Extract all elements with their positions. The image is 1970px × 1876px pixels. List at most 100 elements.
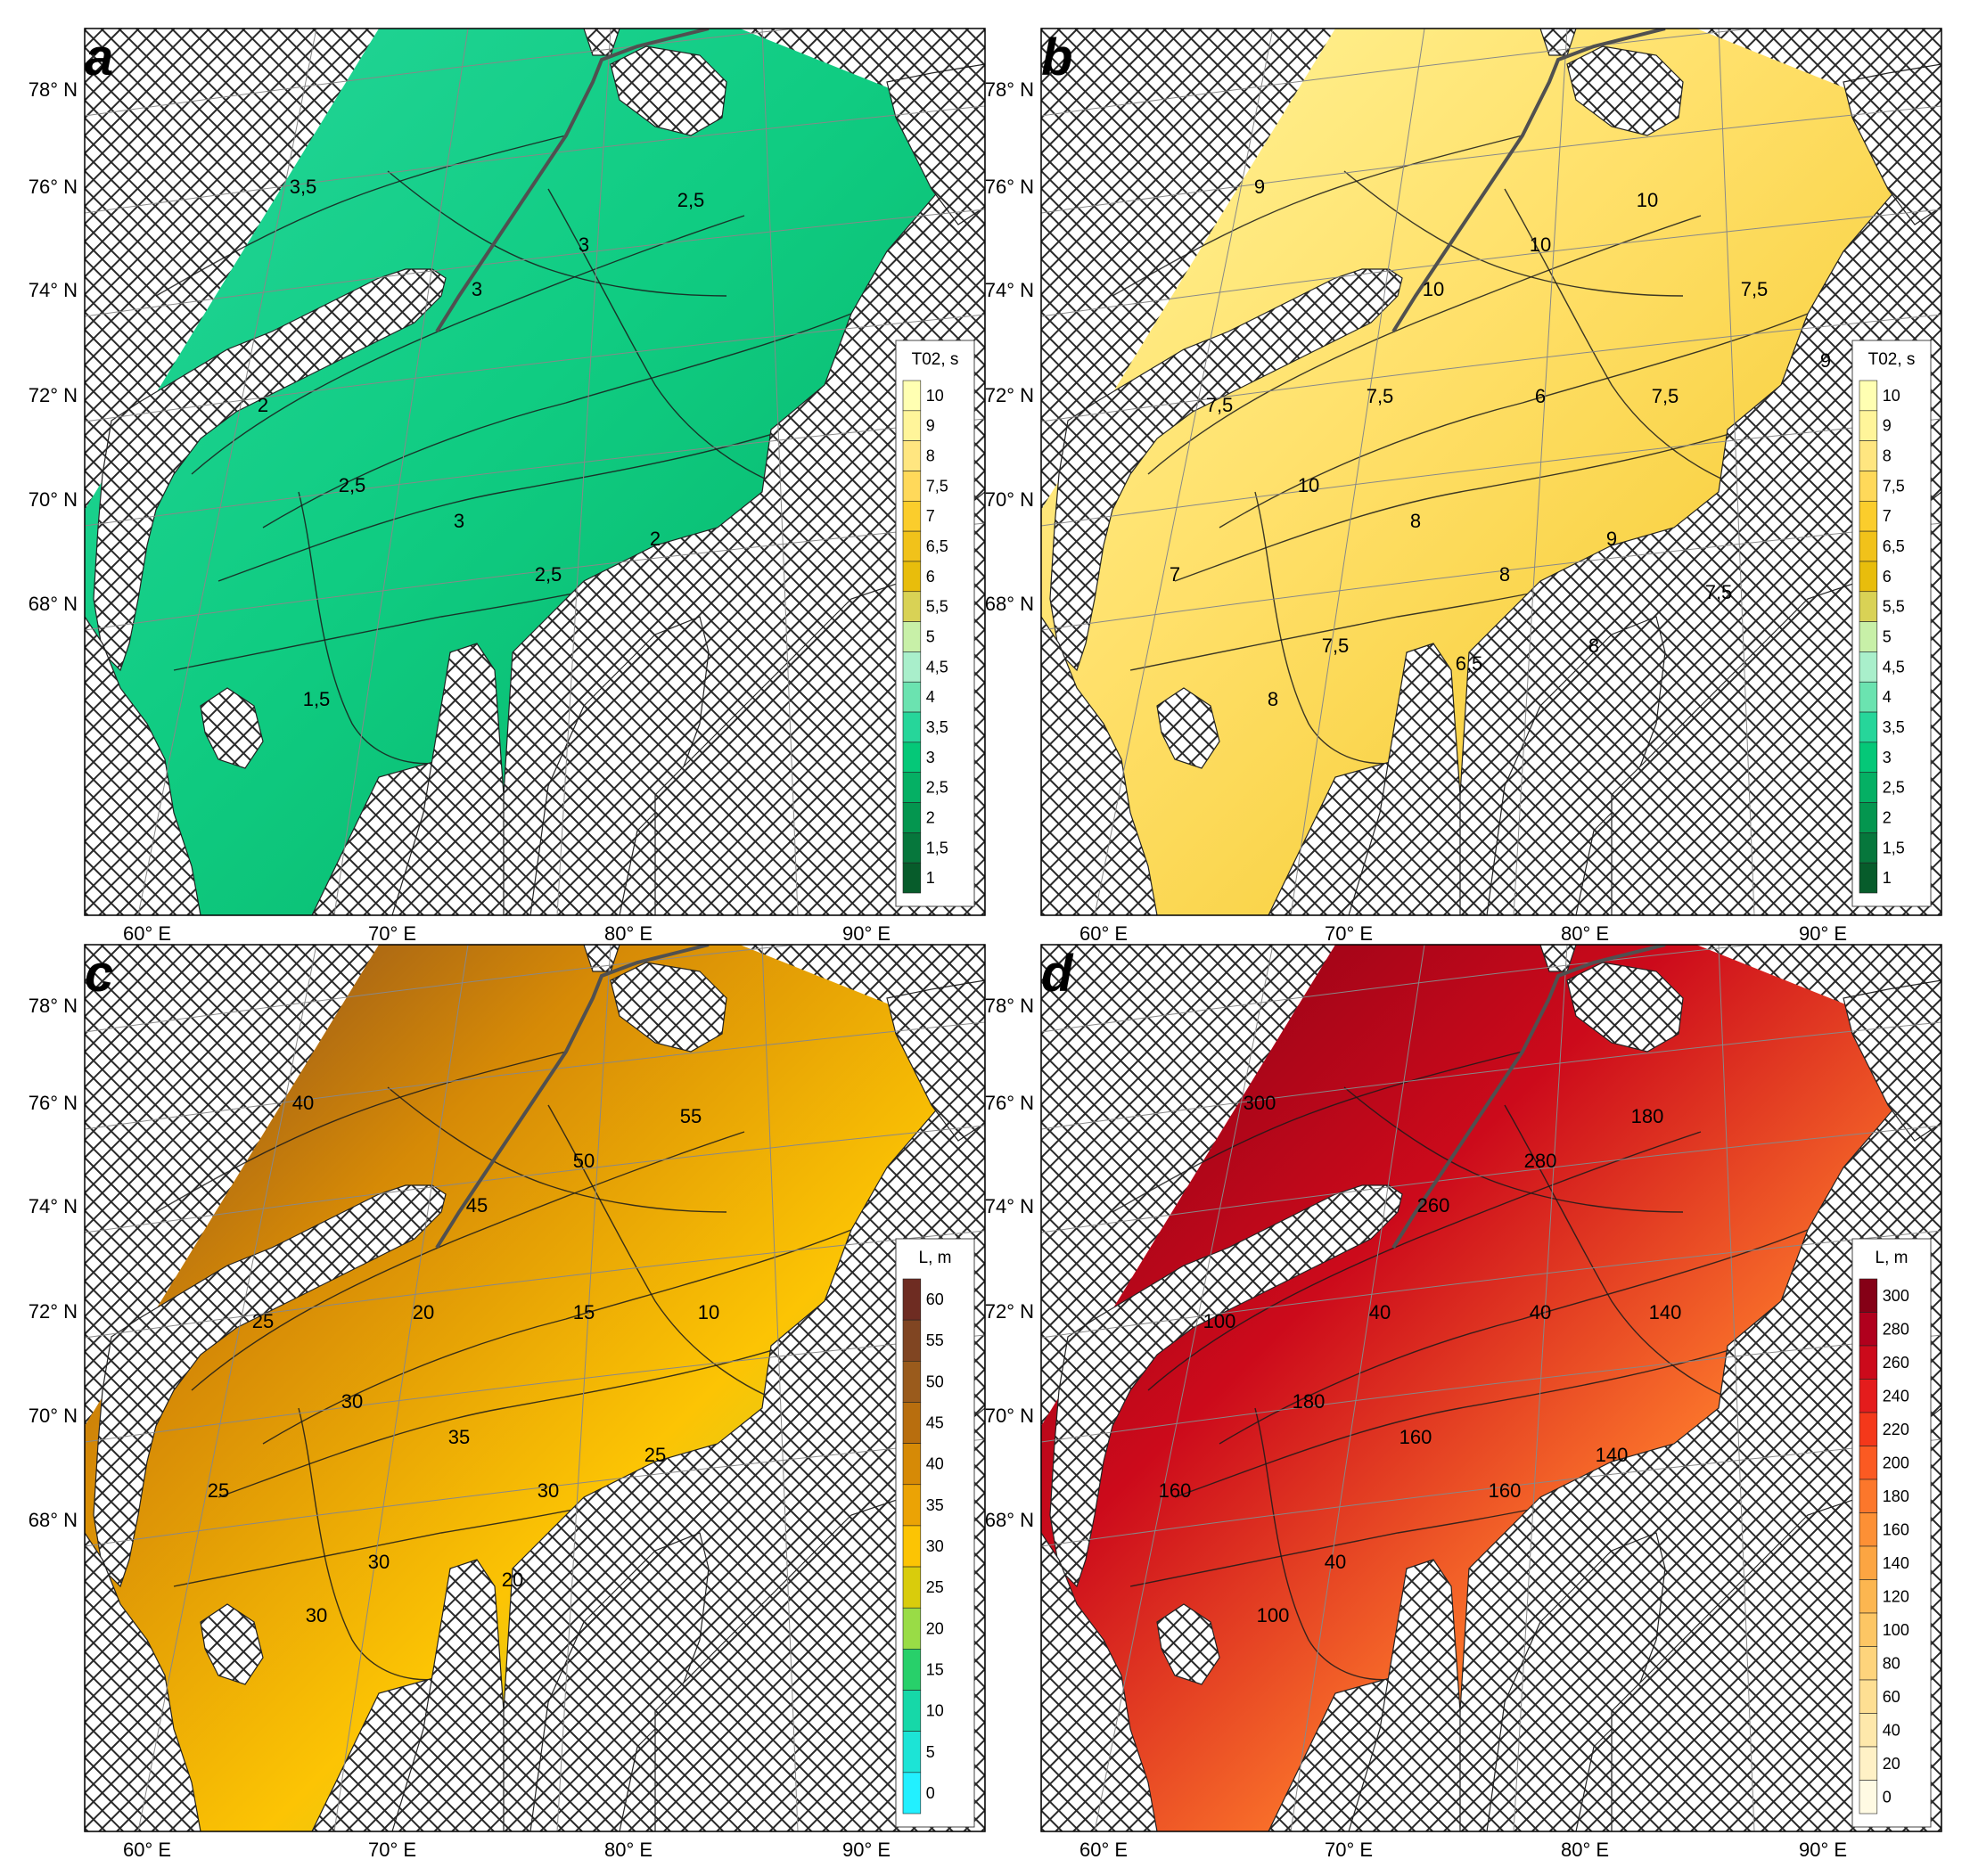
colorbar-tick: 120 <box>1883 1587 1909 1605</box>
colorbar-swatch <box>902 1649 922 1691</box>
colorbar-tick: 1 <box>926 869 935 887</box>
longitude-line <box>1290 29 1425 915</box>
colorbar-tick: 0 <box>926 1784 935 1802</box>
colorbar-tick: 80 <box>1883 1654 1900 1672</box>
longitude-line <box>1513 29 1568 915</box>
colorbar-tick: 20 <box>926 1619 944 1637</box>
contour-label: 25 <box>644 1444 666 1466</box>
shipping-route <box>435 945 710 1249</box>
colorbar-swatch <box>902 862 922 894</box>
contour-line <box>1504 1104 1755 1409</box>
colorbar-swatch <box>902 1772 922 1815</box>
contour-label: 8 <box>1588 635 1599 657</box>
land-mass <box>1843 63 1941 225</box>
longitude-line <box>761 945 799 1831</box>
colorbar-swatch <box>1859 530 1878 562</box>
land-mass <box>1566 962 1684 1053</box>
longitude-line <box>1290 945 1425 1831</box>
land-mass <box>85 615 201 915</box>
contour-label: 55 <box>680 1105 702 1127</box>
colorbar-tick: 45 <box>926 1414 944 1432</box>
colorbar-tick: 40 <box>926 1455 944 1473</box>
contour-line <box>547 1104 799 1409</box>
colorbar-title: L, m <box>1876 1249 1908 1267</box>
graticule <box>85 29 985 915</box>
contour-label: 160 <box>1159 1479 1192 1502</box>
shipping-route <box>435 29 710 333</box>
colorbar-swatch <box>902 561 922 593</box>
colorbar-tick: 3 <box>1883 749 1892 766</box>
colorbar-tick: 4 <box>926 688 935 706</box>
colorbar-tick: 1 <box>1883 869 1892 887</box>
colorbar-swatch <box>1859 711 1878 743</box>
contour-label: 3 <box>454 510 464 532</box>
contour-label: 25 <box>252 1310 274 1332</box>
colorbar: T02, s 10 9 8 7,5 7 6,5 6 5,5 5 4,5 4 3,5 3 2,5 2 1,5 1 <box>1851 340 1932 907</box>
latitude-label: 68° N <box>985 593 1034 615</box>
colorbar-swatch <box>902 1484 922 1527</box>
panel-d: 300 260 280 180 180 160 160 140 100 100 40 40 140 160… <box>985 944 1942 1861</box>
longitude-line <box>1094 945 1274 1831</box>
colorbar-swatch <box>902 741 922 774</box>
longitude-label: 80° E <box>1561 922 1609 945</box>
colorbar-swatch <box>1859 1679 1878 1714</box>
latitude-label: 76° N <box>29 176 78 198</box>
colorbar-swatch <box>1859 1345 1878 1380</box>
longitude-label: 60° E <box>1079 1839 1128 1861</box>
longitude-label: 60° E <box>1079 922 1128 945</box>
colorbar-tick: 100 <box>1883 1621 1909 1639</box>
colorbar-swatch <box>1859 1379 1878 1413</box>
colorbar-tick: 7 <box>926 507 935 525</box>
land-mass <box>886 979 985 1142</box>
land-mass <box>1348 1559 1461 1831</box>
colorbar-tick: 5 <box>926 628 935 646</box>
contour-label: 280 <box>1524 1150 1557 1172</box>
colorbar-tick: 3 <box>926 749 935 766</box>
latitude-line <box>85 1125 985 1233</box>
land-mass <box>529 1532 710 1831</box>
colorbar-tick: 30 <box>926 1537 944 1555</box>
colorbar-swatch <box>1859 561 1878 593</box>
colorbar-tick: 3,5 <box>926 718 948 736</box>
colorbar-swatch <box>1859 741 1878 774</box>
longitude-line <box>1718 29 1755 915</box>
colorbar-tick: 6,5 <box>1883 537 1905 555</box>
colorbar-tick: 2 <box>926 808 935 826</box>
land-mass <box>1566 45 1684 136</box>
contour-label: 100 <box>1257 1604 1290 1626</box>
colorbar-tick: 6 <box>1883 568 1892 586</box>
latitude-line <box>1041 1230 1941 1339</box>
contour-line <box>155 135 567 297</box>
colorbar: T02, s 10 9 8 7,5 7 6,5 6 5,5 5 4,5 4 3,5 3 2,5 2 1,5 1 <box>895 340 975 907</box>
longitude-line <box>137 945 317 1831</box>
longitude-label: 90° E <box>1799 922 1847 945</box>
colorbar-swatch <box>902 500 922 532</box>
latitude-line <box>85 105 985 214</box>
map-frame <box>1040 28 1942 916</box>
latitude-line <box>85 314 985 422</box>
colorbar-swatch <box>902 1566 922 1609</box>
colorbar-swatch <box>1859 1646 1878 1681</box>
colorbar-swatch <box>902 1525 922 1568</box>
latitude-line <box>1041 314 1941 422</box>
colorbar-tick: 7,5 <box>1883 477 1905 495</box>
colorbar-swatch <box>1859 1746 1878 1781</box>
colorbar-swatch <box>902 621 922 652</box>
longitude-label: 90° E <box>842 1839 891 1861</box>
colorbar-swatch <box>1859 1713 1878 1748</box>
colorbar-tick: 8 <box>926 447 935 465</box>
contour-label: 7,5 <box>1206 394 1234 416</box>
colorbar-tick: 9 <box>1883 417 1892 435</box>
colorbar-swatch <box>902 1278 922 1321</box>
colorbar-tick: 10 <box>926 387 944 405</box>
land-mass <box>85 1531 201 1831</box>
contour-label: 10 <box>1637 189 1658 211</box>
colorbar-swatch <box>902 591 922 622</box>
latitude-label: 76° N <box>985 1092 1034 1114</box>
contour-label: 40 <box>1530 1301 1551 1323</box>
colorbar-swatch <box>902 1731 922 1774</box>
latitude-line <box>1041 1438 1941 1547</box>
contour-line <box>1343 170 1684 297</box>
panel-label: c <box>85 945 113 1003</box>
